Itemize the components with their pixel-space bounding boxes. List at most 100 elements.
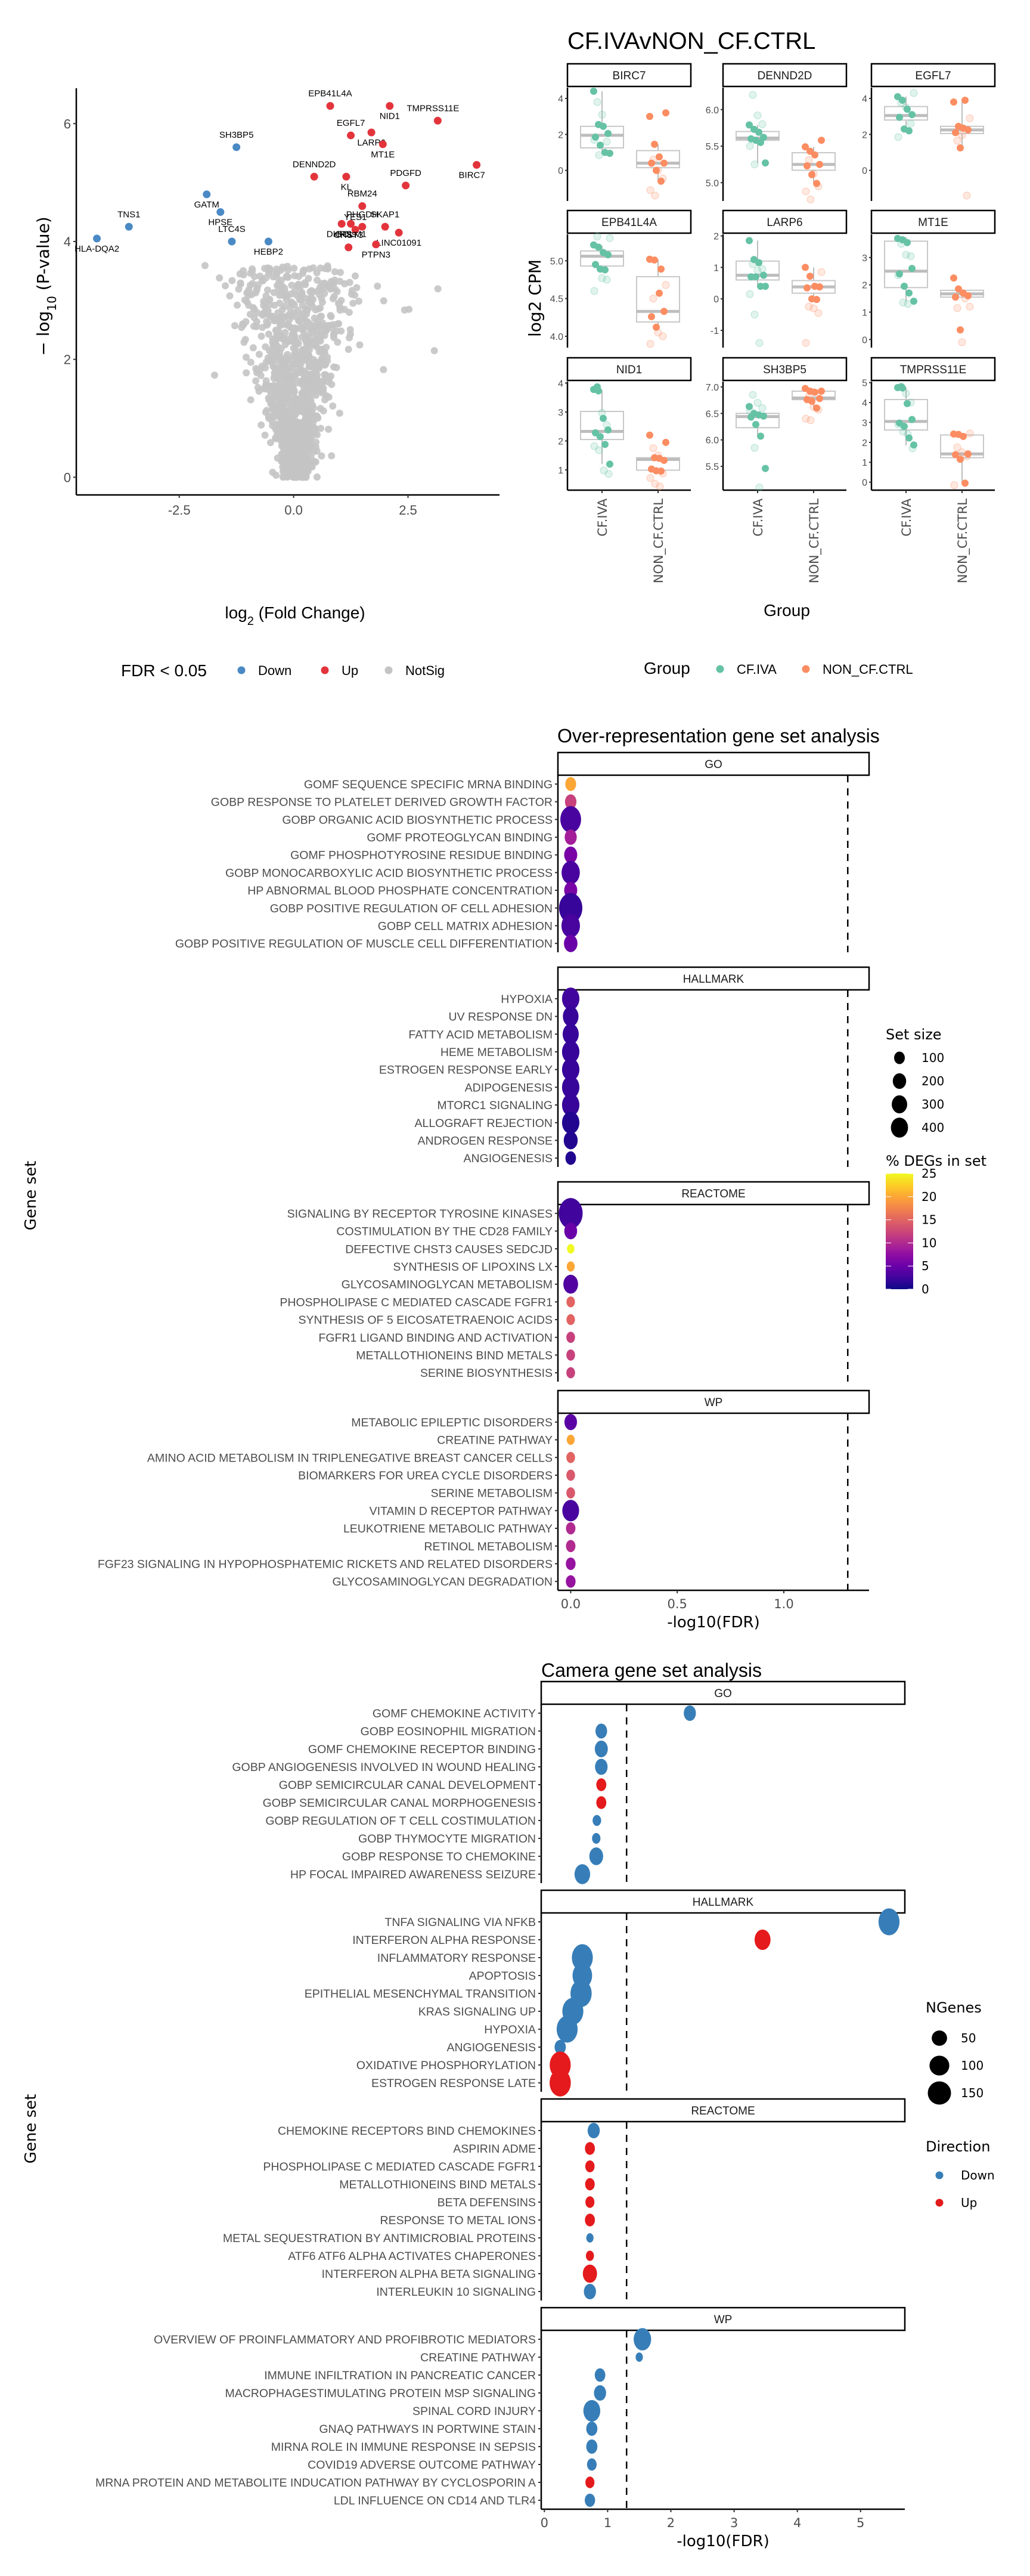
gene-set-label: ESTROGEN RESPONSE EARLY	[379, 1064, 553, 1077]
facet-panel: REACTOME SIGNALING BY RECEPTOR TYROSINE K…	[280, 1181, 870, 1382]
sample-point	[910, 441, 917, 449]
gene-label: SKAP1	[371, 209, 399, 219]
gene-set-label: COSTIMULATION BY THE CD28 FAMILY	[336, 1225, 553, 1239]
sample-point	[908, 416, 916, 423]
gene-set-label: AMINO ACID METABOLISM IN TRIPLENEGATIVE …	[147, 1451, 553, 1465]
notsig-point	[299, 346, 306, 354]
gene-set-label: INTERFERON ALPHA RESPONSE	[352, 1934, 536, 1947]
gene-label: EPB41L4A	[308, 89, 352, 99]
gene-label: TNS1	[117, 209, 140, 219]
notsig-point	[281, 407, 289, 415]
sample-point	[657, 177, 665, 185]
sample-point	[646, 340, 654, 348]
notsig-point	[283, 423, 291, 431]
notsig-point	[222, 282, 229, 290]
facet-strip	[557, 966, 870, 991]
legend-key	[321, 666, 329, 674]
sample-point	[749, 91, 757, 99]
gene-set-label: INTERLEUKIN 10 SIGNALING	[376, 2286, 536, 2299]
notsig-point	[252, 377, 260, 385]
notsig-point	[272, 351, 280, 358]
sample-point	[603, 275, 611, 284]
sample-point	[757, 138, 764, 146]
sample-point	[592, 133, 599, 141]
sample-point	[808, 397, 815, 405]
gene-label: PTPN3	[362, 250, 390, 260]
notsig-point	[253, 318, 260, 326]
gene-set-point	[585, 2213, 595, 2227]
y-axis-title: Gene set	[22, 2094, 40, 2164]
sample-point	[646, 431, 653, 439]
sample-point	[897, 240, 905, 248]
notsig-point	[272, 472, 280, 479]
gene-set-label: ANGIOGENESIS	[446, 2041, 536, 2054]
gene-set-label: ANGIOGENESIS	[463, 1152, 553, 1165]
gene-set-point	[572, 1944, 593, 1971]
gene-set-point	[634, 2328, 651, 2351]
boxplot-panel: DENND2D 5.0 5.5 6.0	[706, 63, 848, 204]
notsig-point	[300, 367, 308, 375]
gene-set-point	[878, 1908, 900, 1936]
gene-set-point	[582, 2264, 597, 2283]
notsig-point	[268, 314, 276, 321]
gene-set-label: HYPOXIA	[484, 2023, 536, 2036]
colorbar-label: 15	[922, 1213, 936, 1227]
notsig-point	[324, 353, 331, 361]
sample-point	[963, 452, 971, 460]
notsig-point	[265, 330, 272, 338]
y-tick-label: 5.0	[706, 178, 719, 188]
size-key	[892, 1095, 907, 1114]
notsig-point	[271, 407, 279, 414]
labeled-point	[433, 116, 442, 125]
y-tick-label: 6.0	[706, 106, 719, 116]
notsig-point	[275, 282, 283, 290]
gene-set-point	[561, 914, 581, 938]
notsig-point	[252, 289, 260, 297]
gene-set-label: METABOLIC EPILEPTIC DISORDERS	[351, 1416, 553, 1429]
sample-point	[594, 383, 601, 391]
sample-point	[809, 403, 818, 411]
notsig-point	[266, 301, 274, 308]
x-tick-label: 2	[667, 2516, 675, 2530]
notsig-point	[291, 312, 299, 320]
y-tick-label: 2	[862, 438, 867, 448]
gene-set-label: UV RESPONSE DN	[449, 1011, 553, 1024]
facet-label: HALLMARK	[683, 973, 744, 986]
sample-point	[646, 113, 653, 120]
gene-set-label: SERINE METABOLISM	[431, 1487, 553, 1500]
x-tick-label: 0.0	[561, 1597, 581, 1611]
gene-set-point	[561, 1111, 580, 1134]
notsig-point	[240, 339, 248, 346]
gene-set-point	[585, 2196, 595, 2208]
notsig-point	[247, 396, 255, 404]
sample-point	[805, 392, 813, 401]
gene-label: CHST3	[334, 230, 363, 240]
notsig-point	[307, 417, 315, 425]
gene-set-label: APOPTOSIS	[469, 1970, 536, 1983]
sample-point	[803, 162, 811, 170]
sample-point	[757, 432, 764, 440]
gene-set-point	[589, 1847, 603, 1865]
size-key	[891, 1117, 908, 1138]
colorbar-label: 0	[922, 1282, 929, 1296]
gene-set-label: RESPONSE TO METAL IONS	[380, 2214, 536, 2227]
legend-key	[716, 665, 724, 673]
labeled-point	[358, 222, 367, 231]
size-key-label: 100	[961, 2058, 984, 2073]
notsig-point	[314, 276, 321, 284]
gene-label: PDGFD	[390, 168, 421, 178]
labeled-point	[228, 237, 236, 246]
y-tick-label: 7.0	[706, 383, 719, 393]
notsig-point	[250, 273, 258, 280]
notsig-point	[253, 309, 261, 317]
gene-set-point	[564, 1414, 578, 1431]
gene-set-point	[566, 1451, 575, 1463]
group-legend: Group CF.IVA NON_CF.CTRL	[644, 659, 913, 677]
gene-set-label: BETA DEFENSINS	[438, 2196, 536, 2209]
notsig-point	[302, 323, 309, 330]
camera-dotplot: Camera gene set analysis GO GOMF CHEMOKINE…	[22, 1659, 995, 2550]
sample-point	[747, 413, 755, 421]
y-tick-label: 1	[713, 263, 719, 273]
notsig-point	[303, 434, 311, 442]
notsig-point	[346, 278, 353, 286]
